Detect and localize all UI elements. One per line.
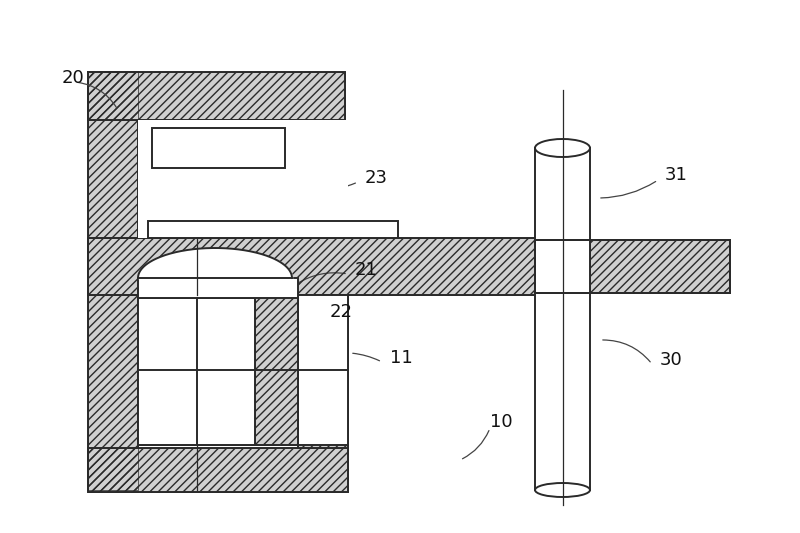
Text: 31: 31 <box>665 166 688 184</box>
Bar <box>298 295 348 448</box>
Bar <box>88 448 348 492</box>
Bar <box>138 278 298 298</box>
Bar <box>152 128 285 168</box>
Bar <box>138 120 348 238</box>
Bar <box>138 298 298 445</box>
Text: 20: 20 <box>62 69 85 87</box>
Bar <box>590 240 730 293</box>
Text: 21: 21 <box>355 261 378 279</box>
Bar <box>88 72 138 490</box>
Bar <box>88 448 348 492</box>
Text: 22: 22 <box>330 303 353 321</box>
Bar <box>255 295 298 445</box>
Bar <box>138 295 348 445</box>
Text: 11: 11 <box>390 349 413 367</box>
Bar <box>535 240 590 293</box>
Bar <box>138 298 255 445</box>
Text: 30: 30 <box>660 351 682 369</box>
Bar <box>590 240 730 293</box>
Bar <box>88 72 138 490</box>
Bar <box>88 72 345 120</box>
Bar <box>535 148 590 490</box>
Ellipse shape <box>535 483 590 497</box>
Bar <box>138 168 298 238</box>
Bar <box>148 221 398 238</box>
Text: 10: 10 <box>490 413 513 431</box>
Text: 23: 23 <box>365 169 388 187</box>
Bar <box>88 238 540 295</box>
Bar <box>298 295 348 448</box>
Bar <box>88 72 345 120</box>
Ellipse shape <box>535 139 590 157</box>
Bar <box>88 238 540 295</box>
Bar <box>255 295 298 445</box>
